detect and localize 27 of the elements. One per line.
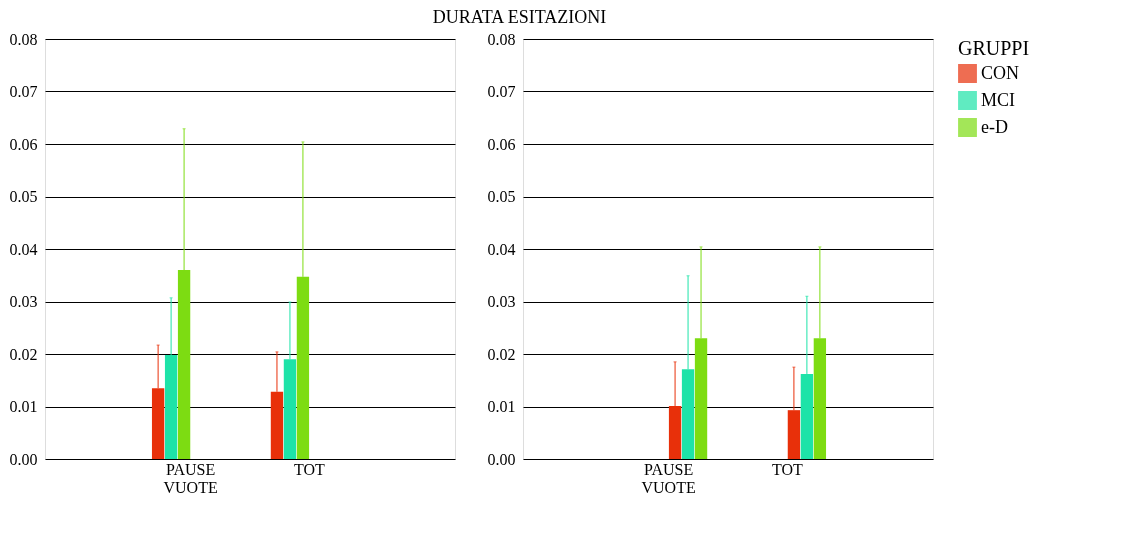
legend-label: e-D [981, 116, 1008, 137]
y-tick-label: 0.08 [9, 30, 38, 48]
y-tick-label: 0.03 [9, 293, 38, 310]
y-tick-label: 0.01 [9, 398, 38, 415]
y-tick-label: 0.02 [9, 345, 38, 363]
y-tick-label: 0.08 [487, 30, 516, 48]
text: DURATA ESITAZIONI [432, 6, 607, 27]
y-tick-label: 0.01 [487, 398, 516, 415]
y-tick-label: 0.02 [487, 345, 516, 363]
y-tick-label: 0.05 [487, 188, 516, 205]
legend-title: GRUPPI [958, 37, 1030, 59]
y-tick-label: 0.04 [9, 240, 38, 258]
x-tick-label: TOT [294, 460, 326, 478]
y-tick-label: 0.04 [487, 240, 516, 258]
y-tick-label: 0.06 [9, 135, 38, 153]
legend-label: CON [981, 62, 1020, 83]
y-tick-label: 0.07 [9, 83, 38, 100]
x-tick-label: PAUSE VUOTE [641, 460, 696, 496]
y-tick-label: 0.06 [487, 135, 516, 153]
x-tick-label: TOT [772, 460, 804, 478]
y-tick-label: 0.05 [9, 188, 38, 205]
x-tick-label: PAUSE VUOTE [163, 460, 218, 496]
y-tick-label: 0.07 [487, 83, 516, 100]
y-tick-label: 0.00 [9, 450, 38, 468]
legend-label: MCI [981, 89, 1016, 110]
y-tick-label: 0.00 [487, 450, 516, 468]
y-tick-label: 0.03 [487, 293, 516, 310]
